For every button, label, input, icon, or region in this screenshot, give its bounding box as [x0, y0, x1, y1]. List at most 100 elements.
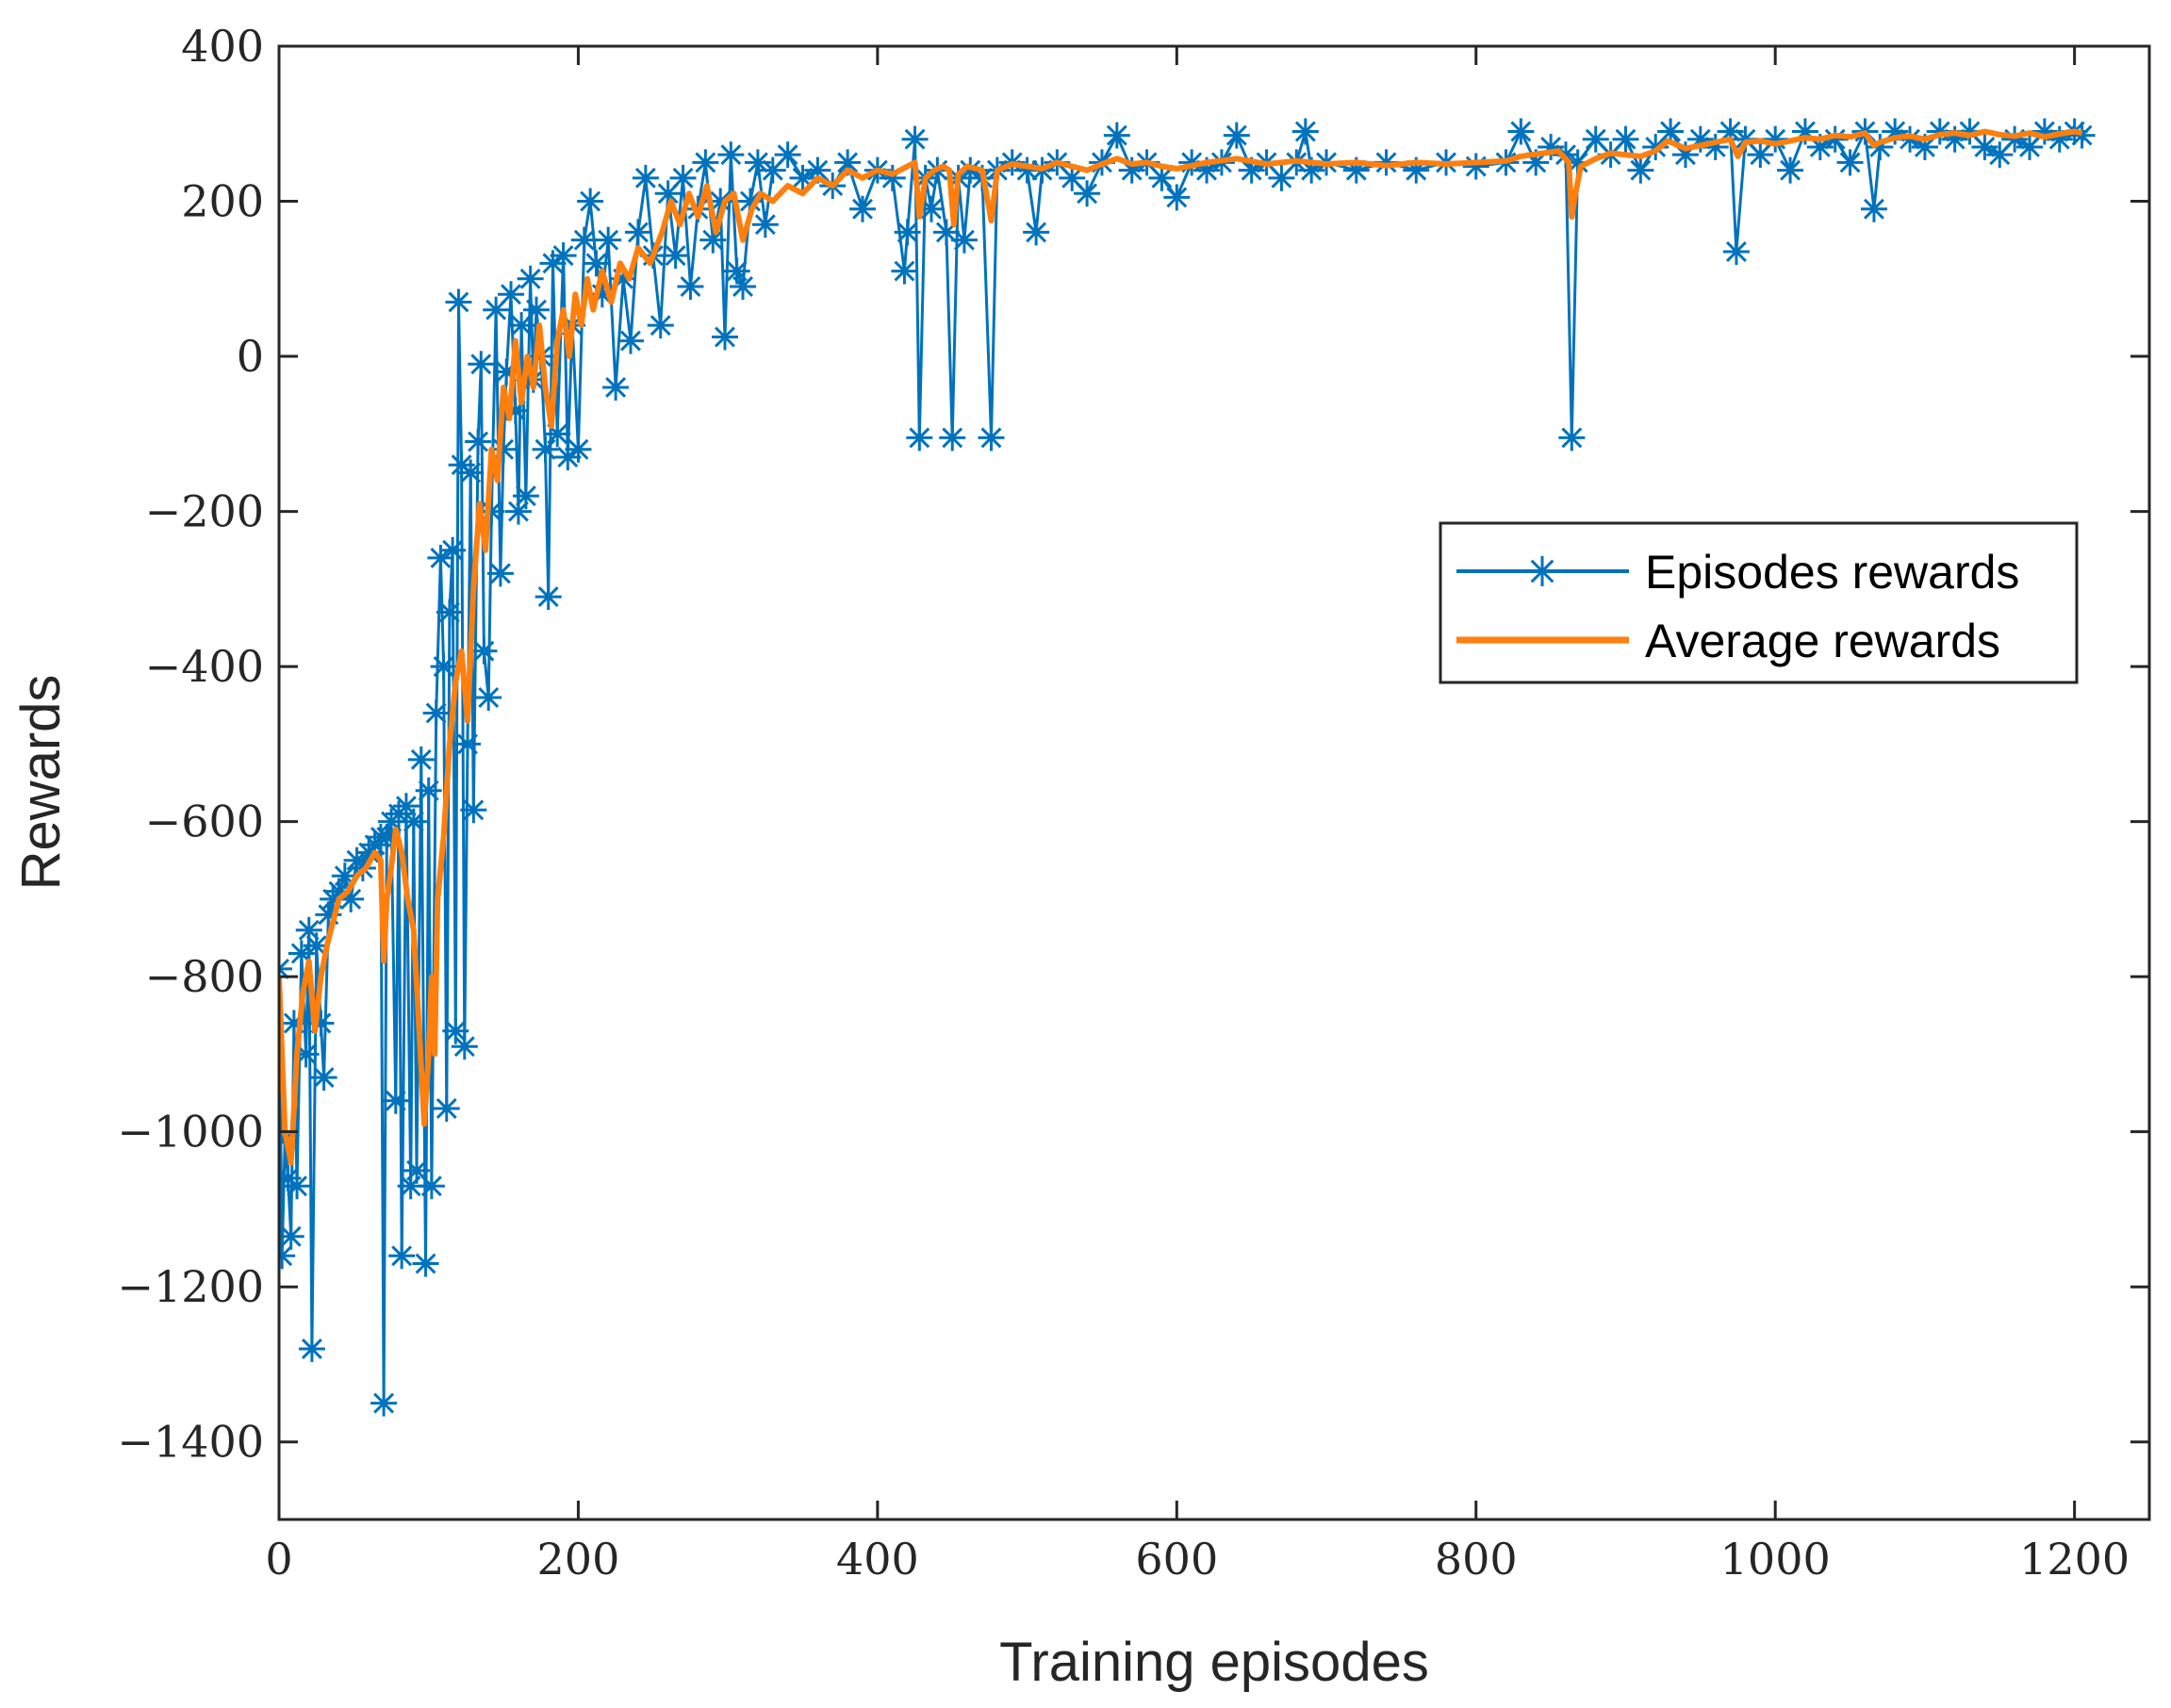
episodes-rewards-point [532, 435, 559, 463]
plot-area [279, 118, 2096, 1417]
marker-stroke [1225, 124, 1247, 146]
episodes-rewards-point [1582, 125, 1609, 153]
marker-stroke [605, 376, 627, 398]
episodes-rewards-point [1821, 125, 1849, 153]
episodes-rewards-point [602, 373, 630, 401]
episodes-rewards-point [475, 684, 502, 712]
marker-stroke [489, 563, 511, 584]
episodes-rewards-point [1291, 118, 1319, 145]
episodes-rewards-point [279, 1242, 296, 1270]
marker-stroke [1016, 159, 1038, 181]
marker-stroke [650, 315, 671, 337]
marker-stroke [909, 427, 930, 449]
legend-episodes-marker [1527, 556, 1557, 586]
marker-stroke [279, 958, 289, 972]
episodes-rewards-point [717, 141, 745, 169]
episodes-rewards-point [2068, 122, 2096, 149]
marker-stroke [747, 152, 768, 173]
marker-stroke [1294, 121, 1316, 142]
marker-stroke [1839, 152, 1861, 173]
legend-asterisk [1527, 556, 1557, 586]
episodes-rewards-point [522, 296, 550, 323]
marker-stroke [1077, 183, 1098, 205]
marker-stroke [953, 229, 975, 251]
x-tick-label: 1000 [1720, 1534, 1831, 1585]
y-axis-label: Rewards [10, 675, 72, 891]
episodes-rewards-point [901, 125, 929, 153]
episodes-rewards-point [470, 637, 498, 665]
marker-stroke [453, 1036, 475, 1058]
marker-stroke [515, 485, 536, 507]
marker-stroke [542, 253, 564, 274]
marker-stroke [557, 447, 579, 468]
marker-stroke [1630, 159, 1652, 181]
marker-stroke [1615, 128, 1636, 150]
marker-stroke [526, 299, 547, 320]
marker-stroke [585, 253, 607, 274]
marker-stroke [373, 1392, 395, 1414]
marker-stroke [754, 214, 776, 236]
episodes-rewards-point [1074, 180, 1101, 207]
marker-stroke [473, 640, 495, 662]
marker-stroke [792, 167, 814, 189]
episodes-rewards-point [307, 1010, 335, 1037]
episodes-rewards-point [407, 746, 435, 773]
episodes-rewards-point [751, 211, 779, 238]
marker-stroke [457, 733, 478, 755]
marker-stroke [1151, 167, 1173, 189]
marker-stroke [807, 159, 829, 181]
marker-stroke [385, 1090, 406, 1111]
marker-stroke [1974, 136, 1996, 157]
episodes-rewards-point [744, 149, 771, 176]
episodes-rewards-point [978, 424, 1005, 452]
marker-stroke [573, 229, 595, 251]
episodes-rewards-point [544, 420, 571, 448]
marker-stroke [665, 245, 686, 267]
episodes-rewards-point [736, 188, 764, 215]
episodes-rewards-point [577, 188, 604, 215]
marker-stroke [448, 291, 469, 313]
marker-stroke [1530, 559, 1554, 583]
marker-stroke [852, 198, 873, 220]
episodes-rewards-point [1722, 238, 1750, 265]
y-tick-label: −1400 [117, 1417, 264, 1468]
marker-stroke [598, 229, 619, 251]
marker-stroke [904, 128, 926, 150]
marker-stroke [468, 431, 489, 452]
episodes-rewards-point [1558, 424, 1586, 452]
y-tick-label: −600 [145, 797, 264, 847]
marker-stroke [1809, 136, 1831, 157]
marker-stroke [463, 799, 485, 821]
marker-stroke [478, 687, 500, 708]
episodes-rewards-point [950, 226, 978, 254]
marker-stroke [726, 260, 748, 282]
episodes-rewards-point [711, 323, 738, 351]
marker-stroke [433, 656, 454, 678]
x-tick-label: 1200 [2019, 1534, 2130, 1585]
episodes-rewards-point [1860, 195, 1887, 222]
episodes-rewards-point [565, 435, 592, 463]
marker-stroke [415, 1253, 436, 1274]
series-layer [279, 118, 2096, 1417]
episodes-rewards-point [677, 273, 704, 301]
episodes-rewards-point [498, 281, 525, 308]
marker-stroke [695, 152, 716, 173]
episodes-rewards-point [284, 1173, 311, 1200]
x-tick-label: 600 [1135, 1534, 1218, 1585]
episodes-rewards-point [662, 242, 689, 270]
episodes-rewards-point [310, 1064, 337, 1092]
episodes-rewards-point [436, 599, 463, 626]
episodes-rewards-point [453, 731, 481, 758]
marker-stroke [418, 780, 439, 801]
marker-stroke [436, 1098, 457, 1119]
marker-stroke [627, 222, 649, 243]
y-tick-label: 200 [181, 176, 264, 227]
average-rewards-line [279, 128, 2083, 1166]
episodes-rewards-point [1163, 184, 1191, 211]
marker-stroke [425, 702, 447, 724]
marker-stroke [279, 966, 289, 979]
marker-stroke [1026, 222, 1047, 243]
episodes-rewards-point [1103, 122, 1130, 149]
episodes-rewards-point [1023, 219, 1050, 246]
